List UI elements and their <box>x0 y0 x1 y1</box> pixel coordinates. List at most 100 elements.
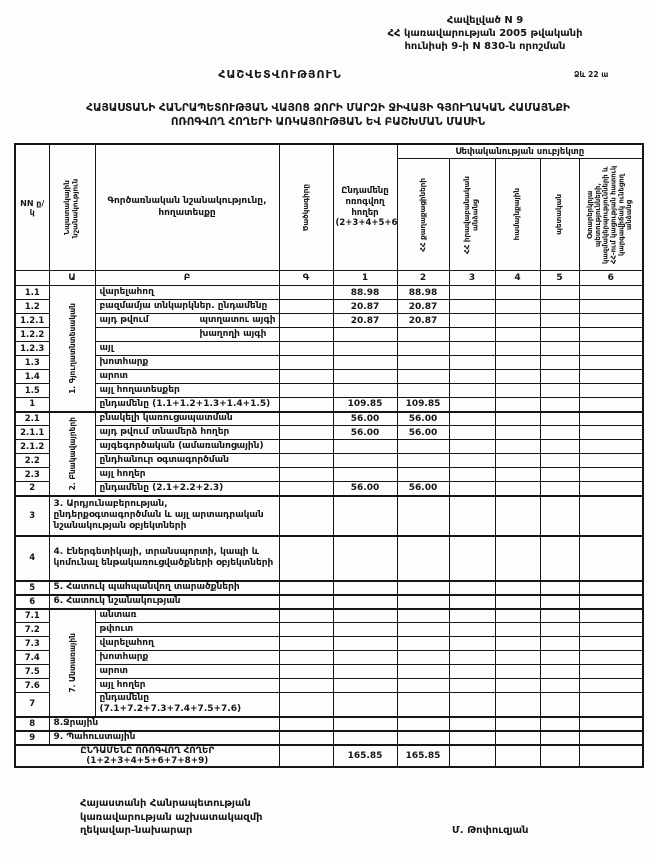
value-cell <box>332 383 398 398</box>
value-cell: 56.00 <box>396 425 450 440</box>
land-type-cell: 4. Էներգետիկայի, տրանսպորտի, կապի և կոմո… <box>48 534 280 581</box>
row-number: 7 <box>14 692 50 717</box>
row-number: 1 <box>14 397 50 412</box>
value-cell: 56.00 <box>396 481 450 496</box>
table-row: 1.4 արոտ <box>14 369 644 384</box>
value-cell <box>578 397 644 412</box>
value-cell <box>494 453 541 468</box>
value-cell: 20.87 <box>396 313 450 328</box>
value-cell <box>578 636 644 651</box>
table-row: 7.3 վարելահող <box>14 636 644 651</box>
code-cell <box>278 425 334 440</box>
value-cell <box>539 467 580 482</box>
value-cell <box>396 664 450 679</box>
value-cell <box>494 383 541 398</box>
col-header-citizens: ՀՀ քաղաքացիների <box>396 158 450 271</box>
value-cell <box>332 715 398 731</box>
row-number: 1.2.3 <box>14 341 50 356</box>
value-cell <box>396 467 450 482</box>
value-cell <box>539 715 580 731</box>
land-type-cell: ընդհանուր օգտագործման <box>94 453 280 468</box>
value-cell <box>539 355 580 370</box>
land-type-cell: թփուտ <box>94 622 280 637</box>
value-cell <box>578 439 644 454</box>
code-cell <box>278 383 334 398</box>
value-cell <box>578 369 644 384</box>
value-cell <box>448 494 496 536</box>
subtitle-line-2: ՈՌՈԳՎՈՂ ՀՈՂԵՐԻ ԱՌԿԱՅՈՒԹՅԱՆ ԵՎ ԲԱՇԽՄԱՆ ՄԱ… <box>170 116 486 128</box>
row-number: 7.4 <box>14 650 50 665</box>
col-header-functional-designation: Գործառնական նշանակությունը, հողատեսքը <box>94 143 280 271</box>
code-cell <box>278 313 334 328</box>
value-cell <box>396 534 450 581</box>
code-cell <box>278 467 334 482</box>
value-cell: 20.87 <box>332 299 398 314</box>
row-number: 6 <box>14 593 50 609</box>
value-cell <box>539 678 580 693</box>
value-cell: 20.87 <box>332 313 398 328</box>
value-cell <box>448 534 496 581</box>
value-cell <box>448 481 496 496</box>
row-number: 7.2 <box>14 622 50 637</box>
column-letter: Ա <box>48 270 96 286</box>
table-row: 7.6 այլ հողեր <box>14 678 644 693</box>
land-type-cell: վարելահող <box>94 285 280 300</box>
value-cell <box>332 453 398 468</box>
value-cell <box>448 743 496 767</box>
signatory-name: Մ. Թոփուզյան <box>452 825 529 836</box>
value-cell <box>494 579 541 595</box>
value-cell <box>448 593 496 609</box>
land-type-cell: այլ հողեր <box>94 678 280 693</box>
row-number: 5 <box>14 579 50 595</box>
value-cell: 109.85 <box>332 397 398 412</box>
code-cell <box>278 439 334 454</box>
row-number: 1.5 <box>14 383 50 398</box>
value-cell <box>396 715 450 731</box>
value-cell <box>448 341 496 356</box>
value-cell <box>396 729 450 745</box>
row-number: 1.4 <box>14 369 50 384</box>
value-cell <box>448 410 496 426</box>
code-cell <box>278 369 334 384</box>
appendix-line: Հավելված N 9 <box>446 15 524 26</box>
col-header-nn: NN ը/կ <box>14 143 50 271</box>
value-cell <box>332 355 398 370</box>
value-cell <box>396 369 450 384</box>
value-cell <box>539 664 580 679</box>
row-number: 7.6 <box>14 678 50 693</box>
land-group-label: 7. Անտառային <box>67 632 77 693</box>
value-cell <box>578 327 644 342</box>
value-cell <box>396 383 450 398</box>
value-cell <box>448 397 496 412</box>
value-cell <box>332 534 398 581</box>
value-cell <box>332 678 398 693</box>
value-cell <box>494 607 541 623</box>
value-cell <box>494 494 541 536</box>
value-cell <box>494 410 541 426</box>
value-cell <box>539 299 580 314</box>
signature-line: Հայաստանի Հանրապետության <box>80 798 251 809</box>
row-number: 2.1.1 <box>14 425 50 440</box>
owner-label: պետական <box>554 194 564 235</box>
signature-line: կառավարության աշխատակազմի <box>80 811 263 823</box>
value-cell <box>448 678 496 693</box>
value-cell <box>494 692 541 717</box>
value-cell: 56.00 <box>396 410 450 426</box>
value-cell <box>494 678 541 693</box>
col-header-target-label: Նպատակային նշանակություն <box>62 177 80 238</box>
land-type-cell: 8.Ջրային <box>48 715 280 731</box>
row-number: 2.1.2 <box>14 439 50 454</box>
table-row: 2.3 այլ հողեր <box>14 467 644 482</box>
value-cell <box>494 397 541 412</box>
row-number: 1.1 <box>14 285 50 300</box>
land-type-cell: բազմամյա տնկարկներ. ընդամենը <box>94 299 280 314</box>
value-cell <box>494 650 541 665</box>
value-cell <box>448 383 496 398</box>
owner-header-row: ՀՀ քաղաքացիների ՀՀ իրավաբանական անձանց հ… <box>15 158 644 271</box>
value-cell <box>448 622 496 637</box>
col-header-foreign: Օտարերկրյա պետությունների, կազմակերպությ… <box>578 158 644 271</box>
col-header-state: պետական <box>539 158 580 271</box>
land-type-detail: խաղողի այգի <box>199 328 267 339</box>
subtitle-line-1: ՀԱՅԱՍՏԱՆԻ ՀԱՆՐԱՊԵՏՈՒԹՅԱՆ ՎԱՅՈՑ ՁՈՐԻ ՄԱՐԶ… <box>86 102 570 114</box>
